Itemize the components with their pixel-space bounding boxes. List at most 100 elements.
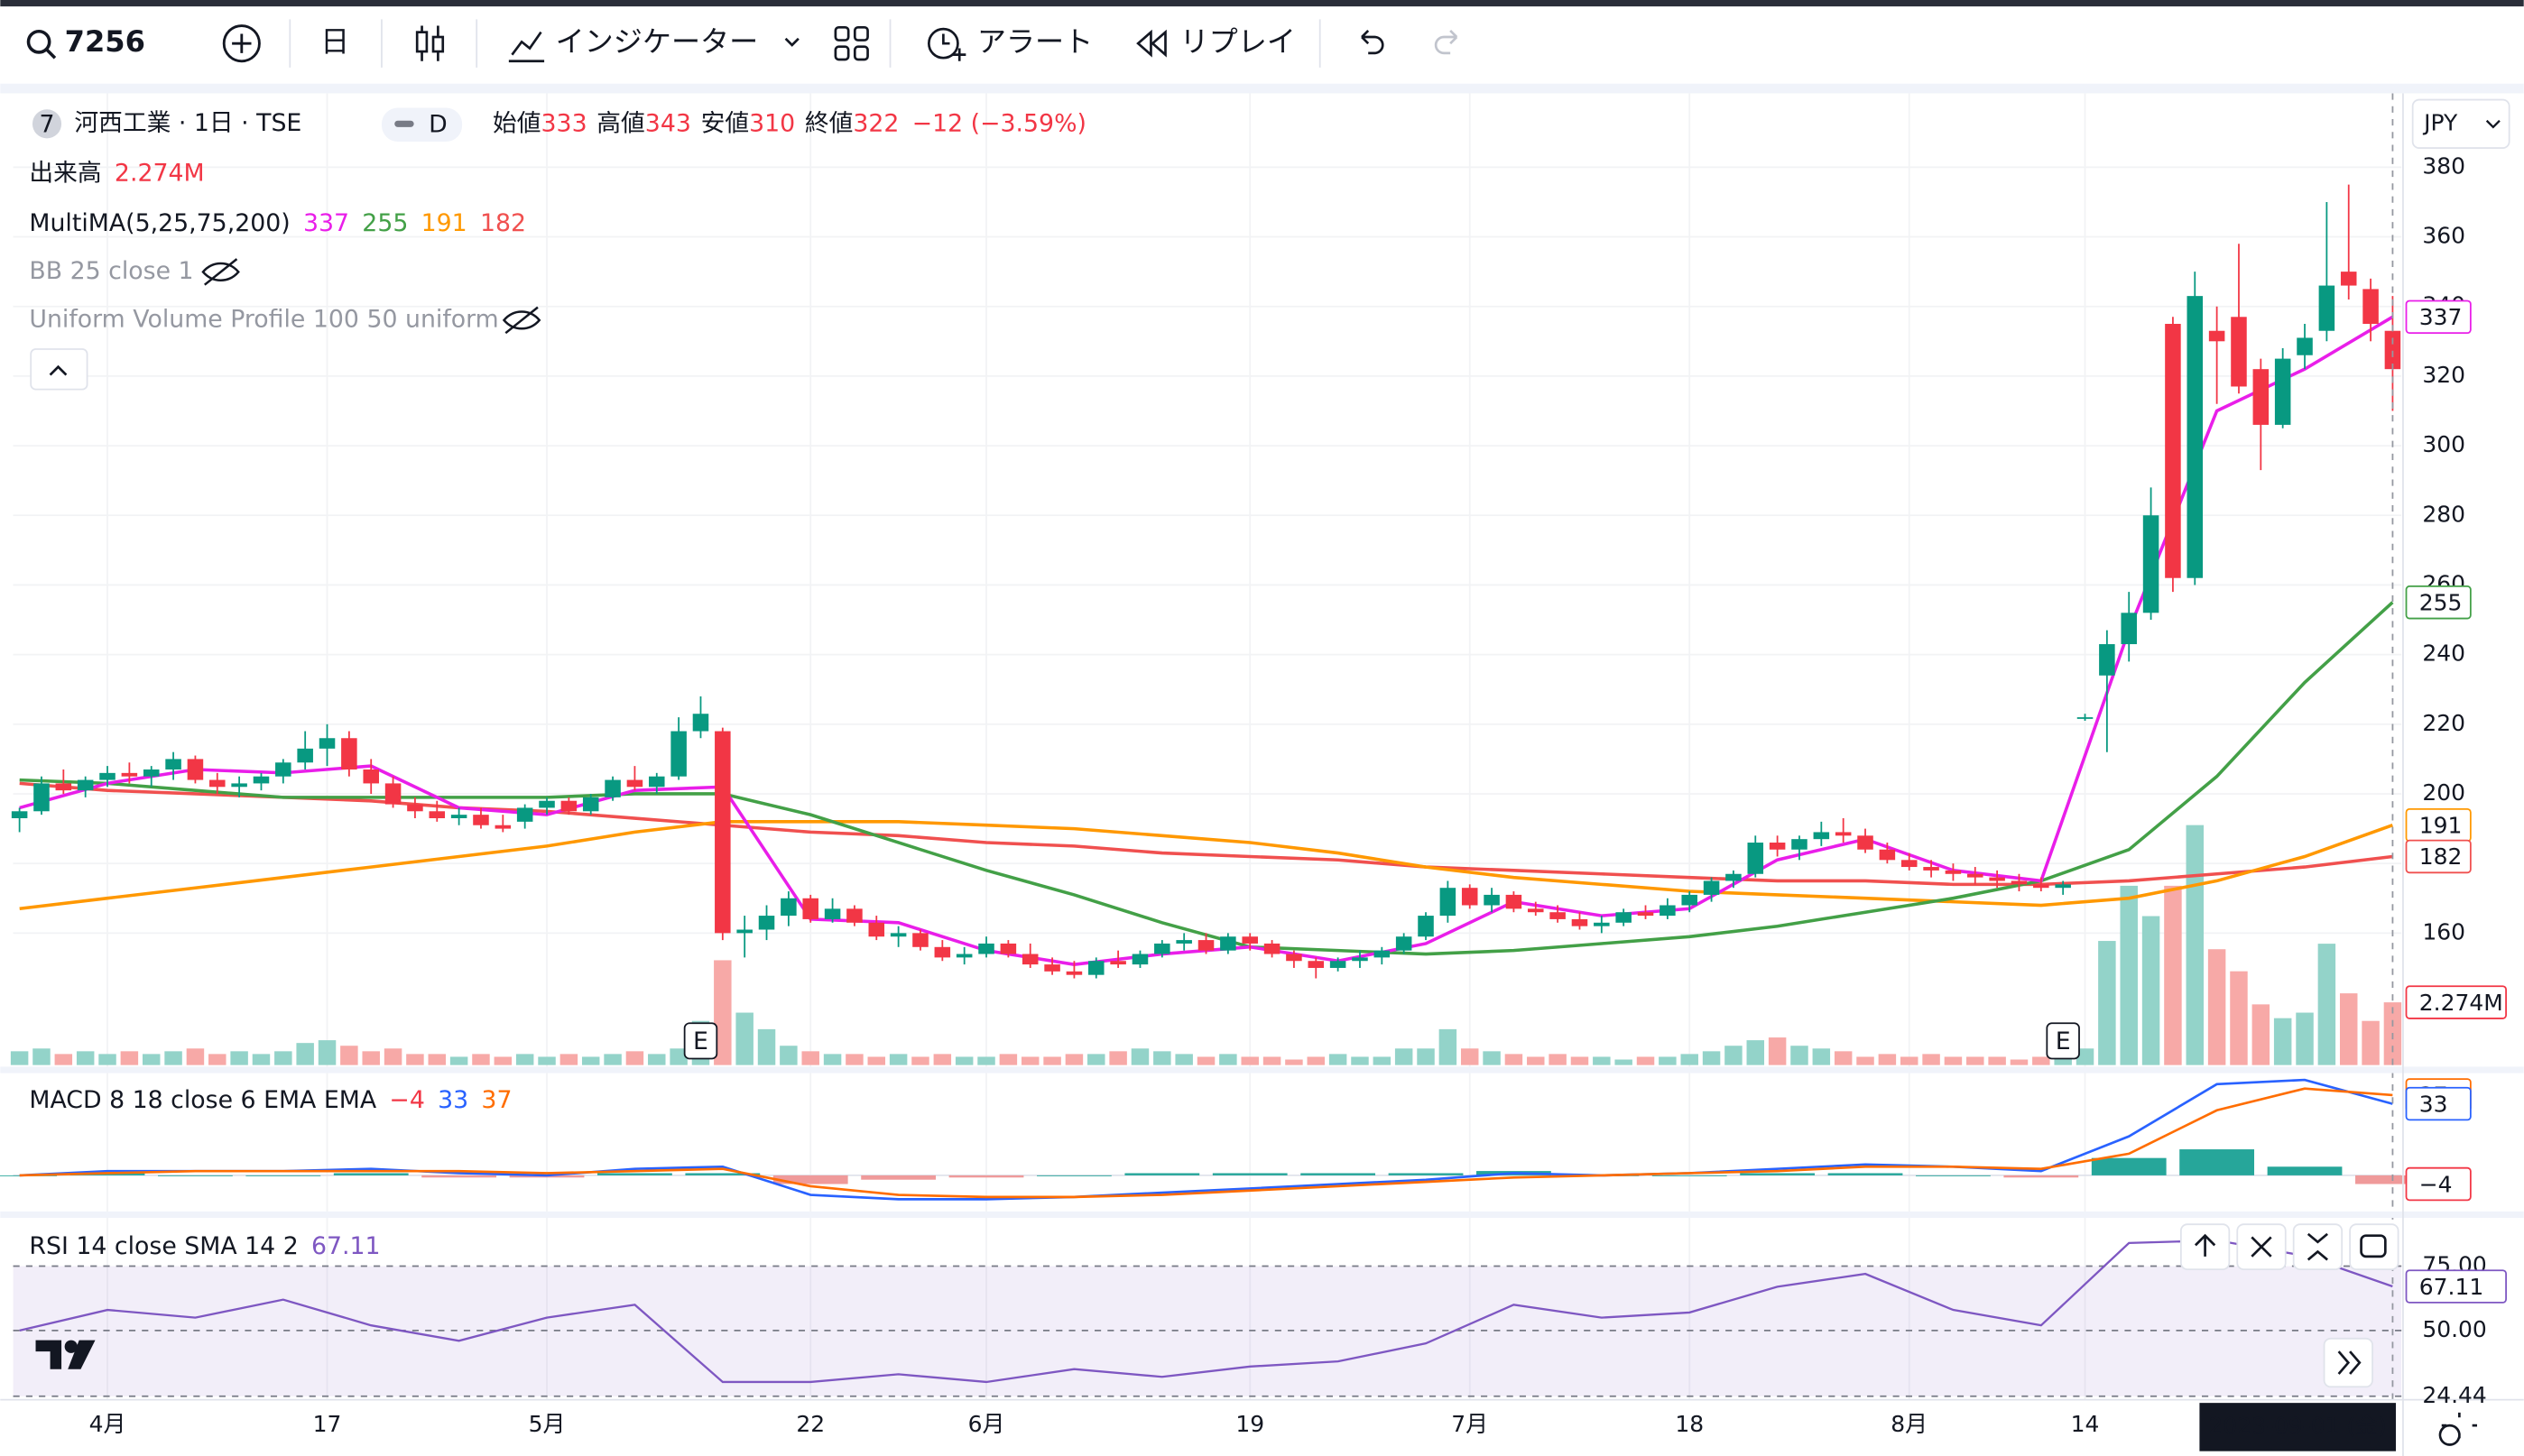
change: −12 (−3.59%)	[912, 109, 1086, 137]
price-tick-label: 220	[2422, 710, 2465, 736]
candle-body	[1967, 873, 1983, 878]
settings-button[interactable]	[2438, 1412, 2477, 1446]
candle-body	[55, 783, 72, 791]
price-badge	[2405, 1269, 2507, 1304]
volume-bar	[1021, 1056, 1040, 1065]
volume-bar	[1922, 1054, 1940, 1065]
search-icon	[45, 49, 57, 60]
layout-button[interactable]	[834, 25, 869, 61]
candle-body	[1286, 954, 1302, 962]
volume-bar	[1570, 1056, 1589, 1065]
candle-body	[560, 800, 578, 812]
candle-body	[2076, 717, 2094, 719]
volume-bar	[362, 1051, 380, 1065]
dropdown-arrow	[784, 37, 800, 47]
volume-bar	[2032, 1056, 2050, 1065]
add-symbol[interactable]	[222, 24, 261, 63]
candle-body	[1308, 961, 1325, 968]
candle-body	[2274, 358, 2291, 425]
crosshair-date-bg	[2199, 1403, 2396, 1451]
volume-bar	[889, 1054, 908, 1065]
macd-histogram	[685, 1173, 761, 1175]
volume-title: 出来高	[29, 159, 101, 187]
arrow-icon	[2194, 1233, 2216, 1257]
undo-button[interactable]	[1361, 29, 1384, 55]
currency: JPY	[2422, 109, 2458, 135]
pane-controls	[2179, 1223, 2399, 1388]
candle-body	[649, 776, 665, 788]
volume-bar	[1109, 1051, 1127, 1065]
candle-body	[429, 811, 446, 819]
volume-bar	[538, 1056, 556, 1065]
volume-bar	[2186, 825, 2205, 1065]
ma-value: 182	[480, 208, 526, 236]
indicators-button[interactable]: インジケーター	[508, 24, 800, 63]
replay-button[interactable]: リプレイ	[1136, 24, 1296, 59]
macd-histogram	[948, 1175, 1024, 1178]
volume-bar	[54, 1054, 73, 1065]
volume-bar	[2207, 949, 2226, 1065]
price-badge-label: −4	[2419, 1171, 2453, 1197]
volume-bar	[1724, 1046, 1743, 1065]
candle-body	[1681, 894, 1697, 906]
rsi-line	[19, 1239, 2393, 1384]
chart-type-button[interactable]	[415, 25, 445, 61]
volume-bar	[2076, 1048, 2094, 1065]
top-border	[0, 0, 2524, 7]
redo-button[interactable]	[1434, 29, 1458, 55]
symbol-search[interactable]: 7256	[26, 24, 145, 60]
collapse-pane-button[interactable]	[2292, 1223, 2344, 1271]
ohlc-value: 333	[541, 109, 587, 137]
volume-bar	[801, 1051, 819, 1065]
volume-bar	[449, 1056, 468, 1065]
macd-histogram	[597, 1173, 672, 1175]
interval-button[interactable]: 日	[320, 24, 349, 59]
candle-body	[2208, 330, 2225, 342]
volume-bar	[1636, 1056, 1655, 1065]
candle-body	[1813, 832, 1830, 840]
volume-bar	[1241, 1056, 1259, 1065]
volume-bar	[1328, 1054, 1347, 1065]
hidden-icon[interactable]	[502, 306, 541, 335]
ma-title: MultiMA(5,25,75,200)	[29, 208, 290, 236]
volume-bar	[1680, 1054, 1698, 1065]
candle-body	[1132, 954, 1149, 965]
candle-body	[1703, 880, 1720, 895]
volume-bar	[296, 1043, 314, 1065]
candle-body	[1571, 918, 1588, 926]
volume-bar	[274, 1051, 292, 1065]
volume-legend: 出来高 2.274M	[29, 159, 204, 187]
candle-body	[77, 779, 94, 791]
volume-bar	[1438, 1028, 1457, 1065]
price-tick-label: 320	[2422, 362, 2465, 388]
alert-button[interactable]: アラート	[927, 24, 1093, 61]
candle-body	[1549, 912, 1566, 919]
hidden-icon[interactable]	[201, 258, 240, 286]
signal-line	[19, 1087, 2393, 1199]
candle-body	[209, 779, 226, 788]
volume-bar	[1043, 1056, 1061, 1065]
delay-badge: D	[429, 111, 448, 139]
pane-divider	[0, 1211, 2524, 1219]
legend: 7 河西工業 · 1日 · TSE D 始値333 高値343 安値310 終値322…	[29, 107, 1086, 1260]
volume-bar	[780, 1046, 798, 1065]
candle-body	[341, 738, 357, 769]
price-tick-label: 160	[2422, 918, 2465, 945]
volume-bar	[1504, 1054, 1523, 1065]
candle-body	[33, 783, 50, 812]
alarm-icon	[927, 27, 959, 60]
price-badge-label: 191	[2419, 813, 2463, 839]
candle-body	[1747, 843, 1764, 874]
candle-body	[143, 769, 160, 777]
candle-body	[1528, 908, 1544, 913]
candle-body	[2011, 880, 2028, 885]
earnings-marker	[2046, 1022, 2080, 1060]
ma-value: 255	[362, 208, 408, 236]
time-tick-label: 5月	[529, 1411, 566, 1437]
currency-button[interactable]	[2411, 98, 2510, 149]
volume-bar	[10, 1051, 29, 1065]
candle-body	[956, 954, 973, 958]
maximize-pane-button[interactable]	[2349, 1223, 2399, 1271]
status-pill[interactable]	[381, 107, 463, 142]
